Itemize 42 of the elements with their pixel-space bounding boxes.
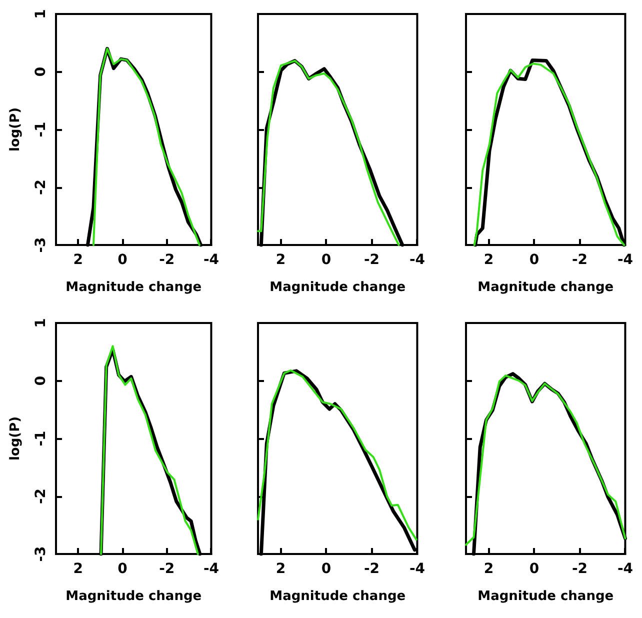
x-tick-label: 2	[73, 561, 84, 577]
x-axis-title: Magnitude change	[478, 280, 614, 295]
x-axis-title: Magnitude change	[66, 589, 202, 604]
x-tick-label: -2	[572, 561, 588, 577]
x-axis-title: Magnitude change	[270, 280, 406, 295]
y-tick-label: -1	[33, 122, 49, 138]
y-tick-label: -3	[33, 237, 49, 253]
x-tick-label: -2	[364, 561, 380, 577]
y-tick-label: -3	[33, 546, 49, 562]
x-tick-label: 2	[484, 252, 494, 268]
x-tick-label: -2	[364, 252, 380, 268]
x-tick-label: -4	[203, 252, 220, 268]
x-tick-label: 0	[321, 561, 332, 577]
x-tick-label: -4	[617, 561, 634, 577]
y-tick-label: 0	[33, 376, 49, 386]
x-tick-label: 2	[276, 561, 286, 577]
x-tick-label: -2	[159, 252, 175, 268]
y-tick-label: 0	[33, 66, 49, 77]
x-tick-label: 0	[529, 561, 540, 577]
x-tick-label: 0	[321, 252, 332, 268]
x-axis-title: Magnitude change	[270, 589, 406, 604]
x-tick-label: 0	[118, 561, 128, 577]
y-tick-label: -1	[33, 430, 49, 446]
y-tick-label: -2	[33, 488, 49, 504]
x-tick-label: 2	[276, 252, 286, 268]
x-axis-title: Magnitude change	[66, 280, 202, 295]
y-tick-label: -2	[33, 179, 49, 196]
x-tick-label: -2	[572, 252, 588, 268]
x-tick-label: -4	[409, 252, 426, 268]
x-tick-label: 0	[118, 252, 128, 268]
x-tick-label: 0	[529, 252, 540, 268]
x-tick-label: -4	[409, 561, 426, 577]
x-tick-label: -2	[159, 561, 175, 577]
y-tick-label: 1	[33, 9, 49, 19]
x-tick-label: 2	[484, 561, 494, 577]
x-tick-label: -4	[203, 561, 220, 577]
y-axis-title: log(P)	[8, 107, 23, 152]
y-axis-title: log(P)	[8, 416, 23, 461]
x-tick-label: 2	[73, 252, 84, 268]
y-tick-label: 1	[33, 318, 49, 328]
x-axis-title: Magnitude change	[478, 589, 614, 604]
x-tick-label: -4	[617, 252, 634, 268]
